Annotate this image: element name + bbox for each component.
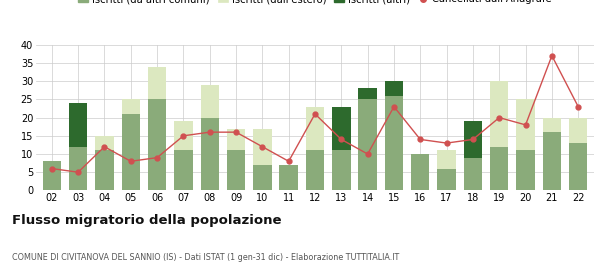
Bar (200, 118, 219, 190)
Bar (95, 150, 113, 190)
Bar (122, 99, 140, 114)
Bar (542, 132, 561, 190)
Bar (253, 165, 272, 190)
Bar (358, 99, 377, 190)
Bar (464, 121, 482, 158)
Bar (95, 136, 113, 150)
Bar (227, 150, 245, 190)
Bar (227, 129, 245, 150)
Bar (490, 81, 508, 147)
Bar (437, 169, 456, 190)
Bar (148, 67, 166, 99)
Bar (69, 103, 88, 147)
Legend: Iscritti (da altri comuni), Iscritti (dall'estero), Iscritti (altri), Cancellati: Iscritti (da altri comuni), Iscritti (da… (78, 0, 552, 4)
Bar (280, 165, 298, 190)
Bar (306, 150, 324, 190)
Bar (542, 118, 561, 132)
Bar (148, 99, 166, 190)
Bar (174, 121, 193, 150)
Bar (437, 150, 456, 169)
Text: COMUNE DI CIVITANOVA DEL SANNIO (IS) - Dati ISTAT (1 gen-31 dic) - Elaborazione : COMUNE DI CIVITANOVA DEL SANNIO (IS) - D… (12, 253, 399, 262)
Bar (332, 150, 350, 190)
Bar (306, 107, 324, 150)
Bar (490, 147, 508, 190)
Bar (569, 143, 587, 190)
Text: Flusso migratorio della popolazione: Flusso migratorio della popolazione (12, 214, 281, 227)
Bar (200, 85, 219, 118)
Bar (385, 96, 403, 190)
Bar (464, 158, 482, 190)
Bar (253, 129, 272, 165)
Bar (358, 88, 377, 99)
Bar (517, 99, 535, 150)
Bar (517, 150, 535, 190)
Bar (69, 136, 88, 147)
Bar (43, 161, 61, 190)
Bar (69, 147, 88, 190)
Bar (174, 150, 193, 190)
Bar (332, 107, 350, 150)
Bar (411, 154, 430, 190)
Bar (122, 114, 140, 190)
Bar (385, 81, 403, 96)
Bar (569, 118, 587, 143)
